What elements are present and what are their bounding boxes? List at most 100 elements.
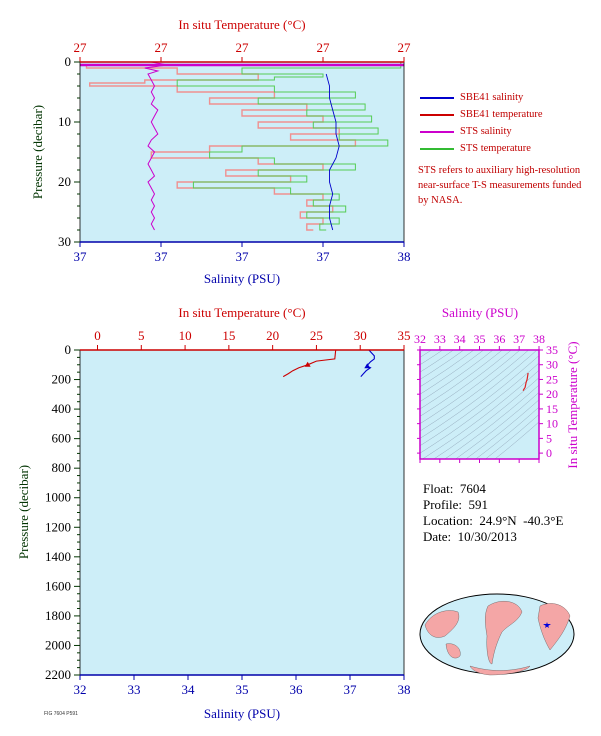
full-profile-bottom-tick-label: 36 xyxy=(290,682,304,697)
full-profile-top-tick-label: 25 xyxy=(310,328,323,343)
location-row: Location: 24.9°N -40.3°E xyxy=(423,513,563,529)
ts-right-axis-label: In situ Temperature (°C) xyxy=(565,341,580,468)
isopycnal-line xyxy=(485,414,539,459)
ts-top-axis-label: Salinity (PSU) xyxy=(442,305,518,320)
near-surface-top-tick-label: 27 xyxy=(317,40,331,55)
sts-note: STS refers to auxiliary high-resolution … xyxy=(418,165,582,206)
isopycnal-line xyxy=(494,421,539,459)
ts-x-tick-label: 33 xyxy=(434,332,446,346)
isopycnal-line xyxy=(455,392,539,459)
isopycnal-line xyxy=(420,253,539,343)
full-profile-bottom-tick-label: 35 xyxy=(236,682,249,697)
ts-x-tick-label: 37 xyxy=(513,332,525,346)
legend-item-sts-salinity: STS salinity xyxy=(418,123,543,140)
isopycnal-line xyxy=(420,355,539,446)
full-profile-series xyxy=(282,350,375,378)
full-profile-top-tick-label: 20 xyxy=(266,328,279,343)
land-africa-europe xyxy=(537,603,571,651)
isopycnal-line xyxy=(433,377,539,459)
world-map xyxy=(419,593,575,676)
land-australia xyxy=(445,643,461,659)
full-profile-top-tick-label: 10 xyxy=(179,328,192,343)
ts-series xyxy=(522,372,529,391)
date-label: Date: xyxy=(423,529,452,544)
legend-swatch xyxy=(420,97,454,99)
full-profile-y-tick-label: 0 xyxy=(65,342,72,357)
full-profile-top-tick-label: 5 xyxy=(138,328,145,343)
isopycnal-line xyxy=(420,350,454,373)
full-profile-panel: 0 5 10 15 20 25 30 35 32 33 34 35 36 37 38 0 200 400 600 80… xyxy=(16,305,411,721)
ts-y-tick-label: 0 xyxy=(546,446,552,460)
near-surface-bottom-tick-label: 37 xyxy=(155,249,169,264)
land-asia-west xyxy=(424,610,460,638)
full-profile-y-tick-label: 2200 xyxy=(45,667,71,682)
near-surface-y-tick-label: 30 xyxy=(58,234,71,249)
ts-x-tick-label: 35 xyxy=(474,332,486,346)
near-surface-ticks: 27 27 27 27 27 37 37 37 37 38 0 10 20 30 xyxy=(58,40,411,264)
map-land xyxy=(424,601,571,676)
near-surface-top-tick-label: 27 xyxy=(236,40,250,55)
isopycnal-line xyxy=(420,350,465,380)
full-profile-bottom-tick-label: 37 xyxy=(344,682,358,697)
legend-item-sbe41-salinity: SBE41 salinity xyxy=(418,89,543,106)
near-surface-top-tick-label: 27 xyxy=(74,40,88,55)
near-surface-bottom-axis-label: Salinity (PSU) xyxy=(204,271,280,286)
full-profile-bottom-tick-label: 38 xyxy=(398,682,411,697)
full-profile-top-axis-label: In situ Temperature (°C) xyxy=(178,305,305,320)
legend-label: SBE41 temperature xyxy=(460,109,543,120)
full-profile-top-tick-label: 0 xyxy=(94,328,101,343)
full-profile-top-tick-label: 35 xyxy=(398,328,411,343)
isopycnal-line xyxy=(420,350,494,402)
near-surface-y-tick-label: 0 xyxy=(65,54,72,69)
date-value: 10/30/2013 xyxy=(457,529,517,544)
isopycnal-line xyxy=(475,407,539,459)
full-profile-y-tick-label: 200 xyxy=(52,372,72,387)
full-profile-ticks: 0 5 10 15 20 25 30 35 32 33 34 35 36 37 38 0 200 400 600 80… xyxy=(45,328,411,697)
land-americas xyxy=(485,601,523,665)
ts-isopycnals xyxy=(420,245,539,459)
full-profile-top-tick-label: 15 xyxy=(222,328,235,343)
legend-label: SBE41 salinity xyxy=(460,92,524,103)
full-profile-y-tick-label: 400 xyxy=(52,401,72,416)
ts-y-tick-label: 20 xyxy=(546,387,558,401)
legend-label: STS temperature xyxy=(460,143,531,154)
isopycnal-line xyxy=(420,350,538,439)
near-surface-y-axis-label: Pressure (decibar) xyxy=(30,105,45,199)
legend-item-sts-temperature: STS temperature xyxy=(418,140,543,157)
temperature-marker xyxy=(304,361,311,367)
sbe41-salinity-line xyxy=(325,73,340,231)
full-profile-y-tick-label: 1000 xyxy=(45,490,71,505)
full-profile-top-tick-label: 30 xyxy=(354,328,367,343)
full-profile-bottom-tick-label: 33 xyxy=(128,682,141,697)
ts-curve xyxy=(522,372,529,391)
near-surface-top-tick-label: 27 xyxy=(398,40,412,55)
legend-label: STS salinity xyxy=(460,126,512,137)
ts-y-tick-label: 35 xyxy=(546,343,558,357)
full-profile-y-tick-label: 600 xyxy=(52,431,72,446)
location-label: Location: xyxy=(423,513,473,528)
isopycnal-line xyxy=(420,350,503,410)
near-surface-y-tick-label: 20 xyxy=(58,174,71,189)
isopycnal-line xyxy=(420,245,539,335)
ts-x-tick-label: 38 xyxy=(533,332,545,346)
legend-swatch xyxy=(420,148,454,150)
isopycnal-line xyxy=(420,350,529,432)
isopycnal-line xyxy=(420,350,443,365)
full-profile-y-axis-label: Pressure (decibar) xyxy=(16,465,31,559)
near-surface-series xyxy=(80,62,404,231)
near-surface-panel: 27 27 27 27 27 37 37 37 37 38 0 10 20 30 In situ Temp… xyxy=(30,17,411,286)
full-profile-y-tick-label: 2000 xyxy=(45,637,71,652)
ts-y-tick-label: 15 xyxy=(546,402,558,416)
full-profile-y-tick-label: 1200 xyxy=(45,519,71,534)
full-profile-plot-area xyxy=(80,350,404,675)
isopycnal-line xyxy=(420,350,484,395)
full-profile-y-tick-label: 1800 xyxy=(45,608,71,623)
legend-item-sbe41-temperature: SBE41 temperature xyxy=(418,106,543,123)
ts-x-tick-label: 36 xyxy=(493,332,505,346)
near-surface-bottom-tick-label: 38 xyxy=(398,249,411,264)
near-surface-top-tick-label: 27 xyxy=(155,40,169,55)
legend-swatch xyxy=(420,114,454,116)
date-row: Date: 10/30/2013 xyxy=(423,529,563,545)
